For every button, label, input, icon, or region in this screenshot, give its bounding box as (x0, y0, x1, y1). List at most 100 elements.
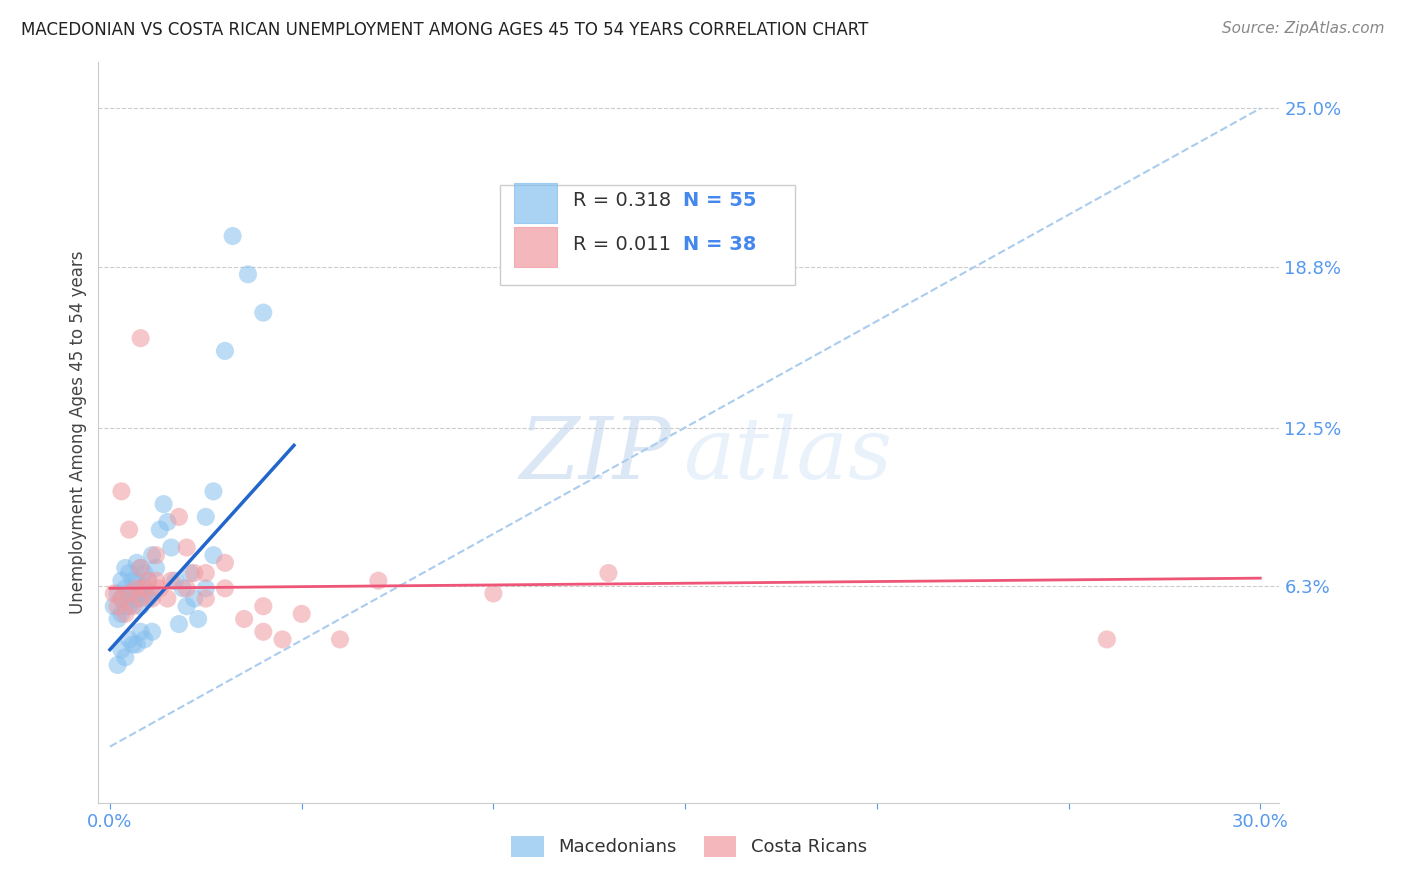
Point (141, 624, 163, 639)
Point (114, 607, 136, 621)
Point (141, 591, 163, 606)
Point (145, 574, 167, 588)
Point (271, 632, 294, 647)
Point (194, 591, 217, 606)
Legend: Macedonians, Costa Ricans: Macedonians, Costa Ricans (503, 829, 875, 864)
Point (291, 607, 314, 621)
Bar (515, 183, 557, 223)
Point (156, 591, 179, 606)
Point (187, 612, 209, 626)
Point (172, 582, 194, 596)
Point (252, 624, 274, 639)
Point (202, 484, 225, 499)
Point (110, 607, 132, 621)
Point (118, 523, 141, 537)
Text: MACEDONIAN VS COSTA RICAN UNEMPLOYMENT AMONG AGES 45 TO 54 YEARS CORRELATION CHA: MACEDONIAN VS COSTA RICAN UNEMPLOYMENT A… (21, 21, 869, 39)
Bar (515, 227, 557, 267)
Point (145, 548, 167, 562)
Point (110, 591, 132, 606)
Point (107, 586, 129, 600)
Point (125, 582, 148, 596)
Point (134, 586, 156, 600)
Point (122, 574, 145, 588)
Point (134, 566, 156, 580)
Point (1095, 632, 1118, 647)
Point (236, 268, 259, 282)
Point (160, 541, 183, 555)
Point (118, 599, 141, 614)
Point (141, 548, 163, 562)
Text: atlas: atlas (683, 414, 893, 496)
Point (214, 582, 236, 596)
Point (141, 586, 163, 600)
FancyBboxPatch shape (501, 185, 796, 285)
Text: N = 38: N = 38 (683, 235, 756, 254)
Point (125, 638, 148, 652)
Point (165, 574, 187, 588)
Point (233, 612, 256, 626)
Point (136, 574, 159, 588)
Point (122, 638, 145, 652)
Point (129, 331, 152, 345)
Point (252, 305, 274, 319)
Point (118, 632, 141, 647)
Point (110, 574, 132, 588)
Point (107, 599, 129, 614)
Point (114, 599, 136, 614)
Point (179, 566, 201, 580)
Point (156, 515, 179, 529)
Point (134, 582, 156, 596)
Point (114, 561, 136, 575)
Point (176, 582, 198, 596)
Point (329, 632, 352, 647)
Point (114, 582, 136, 596)
Text: R = 0.011: R = 0.011 (574, 235, 671, 254)
Point (125, 556, 148, 570)
Point (129, 591, 152, 606)
Point (152, 497, 174, 511)
Point (107, 612, 129, 626)
Text: R = 0.318: R = 0.318 (574, 191, 671, 210)
Point (110, 642, 132, 657)
Point (482, 586, 505, 600)
Point (129, 599, 152, 614)
Point (183, 566, 205, 580)
Point (118, 586, 141, 600)
Point (129, 561, 152, 575)
Point (149, 582, 172, 596)
Point (118, 566, 141, 580)
Point (110, 591, 132, 606)
Point (103, 599, 125, 614)
Point (194, 582, 217, 596)
Text: Source: ZipAtlas.com: Source: ZipAtlas.com (1222, 21, 1385, 37)
Point (252, 599, 274, 614)
Point (202, 548, 225, 562)
Point (160, 574, 183, 588)
Point (125, 574, 148, 588)
Point (167, 617, 190, 632)
Point (194, 566, 217, 580)
Point (167, 509, 190, 524)
Point (214, 556, 236, 570)
Y-axis label: Unemployment Among Ages 45 to 54 years: Unemployment Among Ages 45 to 54 years (69, 251, 87, 615)
Point (136, 574, 159, 588)
Point (103, 586, 125, 600)
Point (122, 599, 145, 614)
Point (122, 591, 145, 606)
Point (110, 484, 132, 499)
Point (183, 591, 205, 606)
Point (145, 561, 167, 575)
Text: ZIP: ZIP (519, 414, 671, 496)
Point (129, 561, 152, 575)
Point (194, 509, 217, 524)
Point (114, 650, 136, 665)
Point (134, 632, 156, 647)
Point (176, 599, 198, 614)
Text: N = 55: N = 55 (683, 191, 756, 210)
Point (221, 229, 243, 244)
Point (214, 343, 236, 358)
Point (598, 566, 620, 580)
Point (129, 582, 152, 596)
Point (125, 591, 148, 606)
Point (149, 523, 172, 537)
